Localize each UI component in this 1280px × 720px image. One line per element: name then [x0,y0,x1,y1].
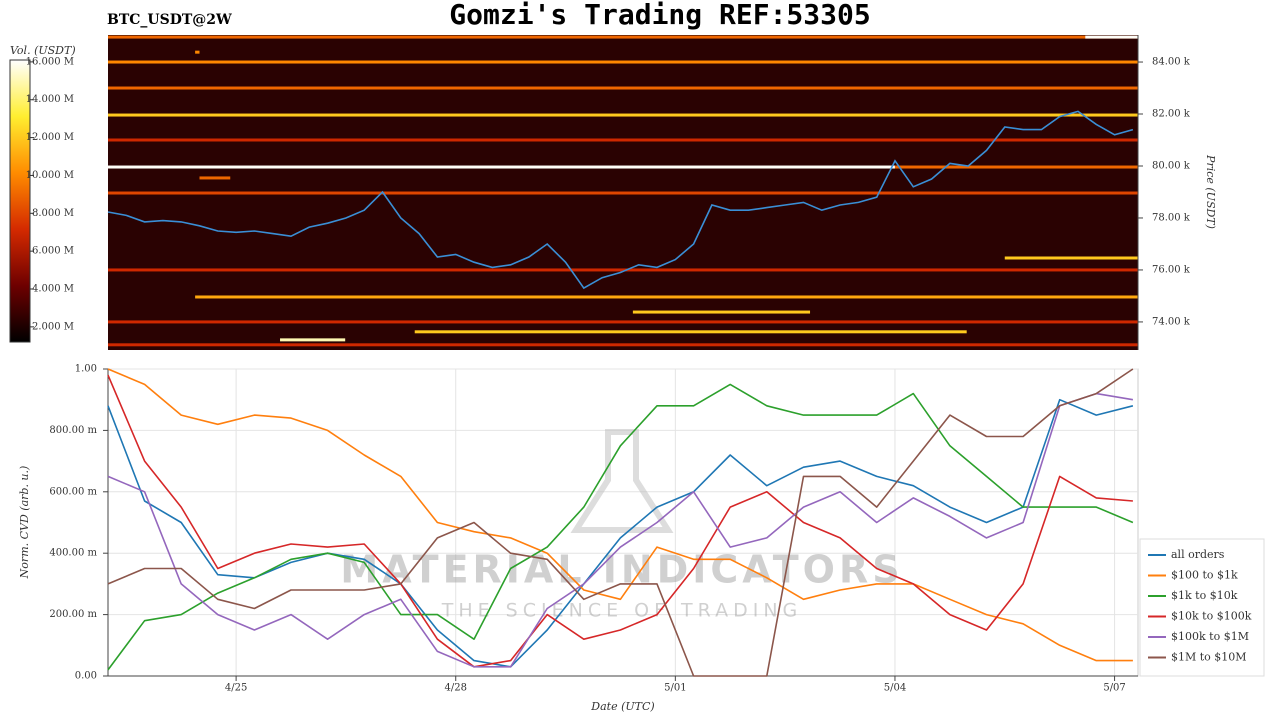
y-tick-label: 400.00 m [49,548,97,559]
x-tick-label: 4/28 [444,683,466,694]
liquidity-level [1085,35,1138,39]
page-title: Gomzi's Trading REF:53305 [449,0,870,31]
colorbar-tick-label: 8.000 M [32,208,74,219]
watermark-icon [570,429,674,533]
liquidity-level [632,310,811,314]
cvd-line [107,398,1134,668]
colorbar-tick-label: 10.000 M [26,170,74,181]
x-tick-label: 5/07 [1103,683,1125,694]
liquidity-level [108,320,1138,324]
y-tick-label: 600.00 m [49,486,97,497]
colorbar-tick-label: 4.000 M [32,284,74,295]
liquidity-level [108,113,1138,117]
liquidity-level [108,35,1138,39]
colorbar-tick-label: 12.000 M [26,132,74,143]
cvd-line [107,383,1134,671]
legend-label: all orders [1171,548,1225,561]
cvd-line [107,374,1133,668]
liquidity-level [108,86,1138,90]
liquidity-level [280,338,346,342]
colorbar-tick-label: 2.000 M [32,321,74,332]
x-tick-label: 4/25 [225,683,247,694]
liquidity-level [108,138,1138,142]
x-tick-label: 5/04 [884,683,906,694]
x-axis-label: Date (UTC) [590,700,654,713]
watermark-tagline: THE SCIENCE OF TRADING [441,600,803,622]
y-tick-label: 74.00 k [1152,316,1191,327]
y-tick-label: 78.00 k [1152,212,1191,223]
liquidity-level [199,176,231,180]
liquidity-level [108,268,1138,272]
y-tick-label: 800.00 m [49,425,97,436]
liquidity-level [195,50,200,54]
colorbar-tick-label: 16.000 M [26,56,74,67]
liquidity-level [894,165,1138,169]
y-tick-label: 84.00 k [1152,57,1191,68]
colorbar-label: Vol. (USDT) [10,44,76,57]
liquidity-level [1004,256,1138,260]
cvd-line [107,368,1133,662]
colorbar [9,59,31,343]
y-axis-label: Price (USDT) [1204,154,1217,229]
liquidity-level [108,60,1138,64]
y-axis-label: Norm. CVD (arb. u.) [18,466,31,580]
liquidity-level [195,295,1138,299]
x-tick-label: 5/01 [664,683,686,694]
colorbar-tick-label: 6.000 M [32,246,74,257]
liquidity-level [108,191,1138,195]
cvd-line [107,392,1134,668]
cvd-line [107,368,1134,677]
y-tick-label: 80.00 k [1152,160,1191,171]
y-tick-label: 0.00 [75,671,97,682]
y-tick-label: 1.00 [75,364,97,375]
legend-label: $1M to $10M [1171,651,1247,664]
colorbar-tick-label: 14.000 M [26,94,74,105]
legend-label: $100k to $1M [1171,630,1249,643]
legend-label: $1k to $10k [1171,589,1238,602]
liquidity-level [414,330,967,334]
y-tick-label: 82.00 k [1152,109,1191,120]
price-line [107,110,1134,290]
y-tick-label: 76.00 k [1152,264,1191,275]
cvd-plot-area [107,368,1139,677]
symbol: BTC_USDT@2W [107,12,232,28]
legend-label: $100 to $1k [1171,569,1238,582]
liquidity-level [108,165,895,169]
legend-box [1139,538,1265,677]
liquidity-level [108,343,1138,347]
legend-label: $10k to $100k [1171,610,1252,623]
y-tick-label: 200.00 m [49,609,97,620]
